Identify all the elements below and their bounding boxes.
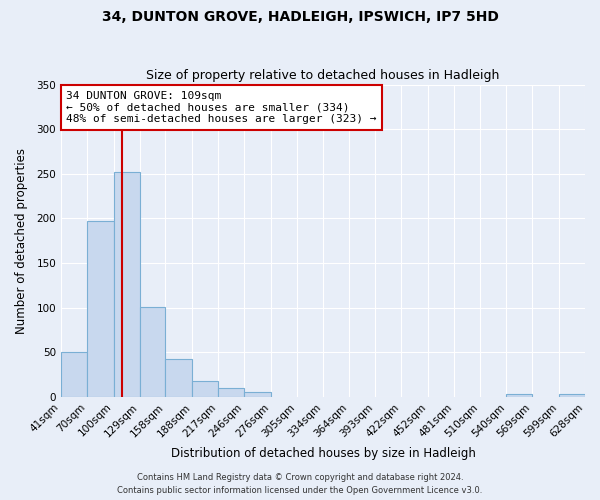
Bar <box>113 172 140 397</box>
Bar <box>192 381 218 397</box>
Bar <box>244 392 271 397</box>
Bar <box>559 394 585 397</box>
Text: 34, DUNTON GROVE, HADLEIGH, IPSWICH, IP7 5HD: 34, DUNTON GROVE, HADLEIGH, IPSWICH, IP7… <box>101 10 499 24</box>
Bar <box>506 394 532 397</box>
Y-axis label: Number of detached properties: Number of detached properties <box>15 148 28 334</box>
Bar <box>61 352 87 397</box>
Title: Size of property relative to detached houses in Hadleigh: Size of property relative to detached ho… <box>146 69 500 82</box>
Bar <box>218 388 244 397</box>
Bar <box>166 360 192 397</box>
Text: 34 DUNTON GROVE: 109sqm
← 50% of detached houses are smaller (334)
48% of semi-d: 34 DUNTON GROVE: 109sqm ← 50% of detache… <box>66 91 377 124</box>
Bar <box>87 221 113 397</box>
X-axis label: Distribution of detached houses by size in Hadleigh: Distribution of detached houses by size … <box>170 447 475 460</box>
Text: Contains HM Land Registry data © Crown copyright and database right 2024.
Contai: Contains HM Land Registry data © Crown c… <box>118 474 482 495</box>
Bar <box>140 307 166 397</box>
